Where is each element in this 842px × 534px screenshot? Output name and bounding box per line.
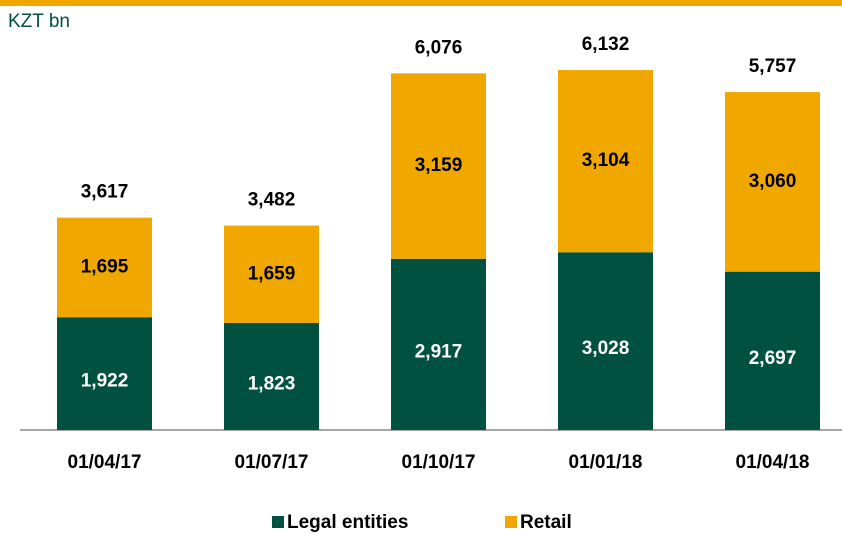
segment-label: 3,104 <box>582 150 630 171</box>
x-tick-label: 01/10/17 <box>402 452 476 473</box>
bar-segment <box>725 92 820 272</box>
x-tick-label: 01/01/18 <box>569 452 643 473</box>
unit-label: KZT bn <box>8 11 70 32</box>
bar-segment <box>224 322 319 430</box>
bar-segment <box>558 70 653 253</box>
segment-label: 1,823 <box>248 374 296 395</box>
segment-label: 1,922 <box>81 371 129 392</box>
bar-segment <box>391 73 486 259</box>
segment-label: 3,028 <box>582 338 630 359</box>
legend-label: Retail <box>520 512 572 533</box>
bar-segment <box>558 252 653 430</box>
total-label: 3,482 <box>248 190 296 211</box>
segment-label: 2,697 <box>749 348 797 369</box>
total-label: 6,076 <box>415 37 463 58</box>
bar-segment <box>224 225 319 323</box>
total-label: 3,617 <box>81 182 129 203</box>
segment-label: 3,159 <box>415 155 463 176</box>
segment-label: 2,917 <box>415 341 463 362</box>
bar-segment <box>57 317 152 430</box>
legend-swatch <box>505 516 517 528</box>
legend-swatch <box>272 516 284 528</box>
segment-label: 1,695 <box>81 256 129 277</box>
bar-segment <box>391 258 486 430</box>
legend-label: Legal entities <box>287 512 408 533</box>
x-tick-label: 01/04/18 <box>736 452 810 473</box>
total-label: 6,132 <box>582 34 630 55</box>
x-tick-label: 01/04/17 <box>68 452 142 473</box>
total-label: 5,757 <box>749 56 797 77</box>
x-tick-label: 01/07/17 <box>235 452 309 473</box>
top-band <box>0 0 842 6</box>
segment-label: 3,060 <box>749 171 797 192</box>
bar-segment <box>57 217 152 318</box>
segment-label: 1,659 <box>248 263 296 284</box>
bar-segment <box>725 271 820 430</box>
